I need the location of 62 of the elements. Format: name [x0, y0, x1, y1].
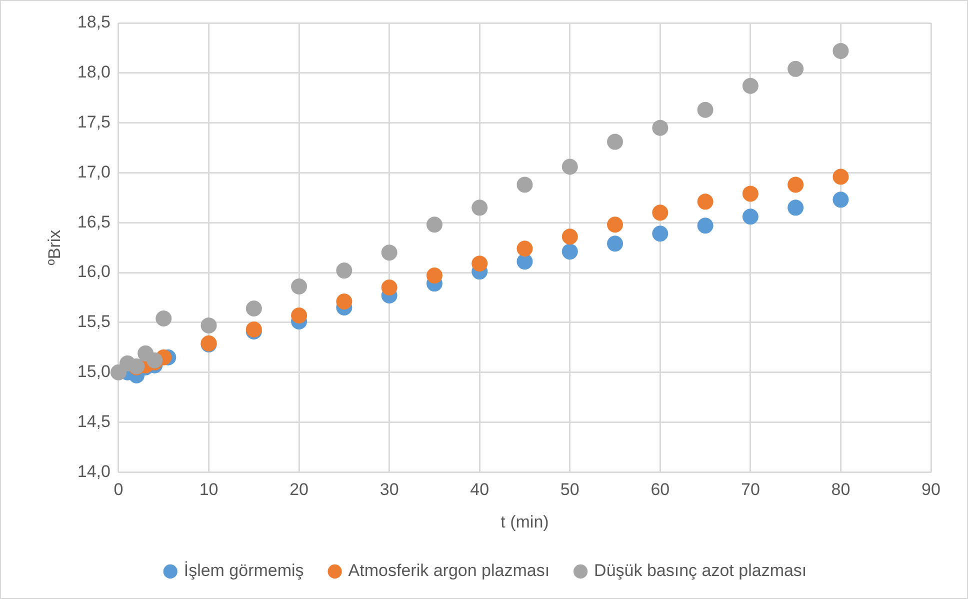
- y-tick-label: 18,0: [77, 62, 110, 82]
- x-tick-label: 40: [470, 480, 490, 500]
- legend-label: Düşük basınç azot plazması: [594, 561, 807, 580]
- point: [381, 244, 398, 261]
- y-tick-label: 16,0: [77, 262, 110, 282]
- y-tick-label: 15,5: [77, 312, 110, 332]
- point: [788, 200, 804, 216]
- point: [832, 42, 849, 59]
- y-tick-label: 17,5: [77, 112, 110, 132]
- x-tick-label: 90: [922, 480, 940, 500]
- point: [156, 310, 172, 326]
- x-tick-label: 30: [380, 480, 399, 500]
- point: [562, 244, 578, 260]
- point: [291, 278, 308, 295]
- y-tick-label: 17,0: [77, 162, 110, 182]
- point: [426, 268, 442, 284]
- x-axis-title: t (min): [500, 512, 549, 532]
- point: [742, 208, 758, 225]
- x-tick-label: 60: [650, 480, 670, 500]
- legend-label: İşlem görmemiş: [184, 561, 304, 580]
- point: [742, 186, 758, 202]
- point: [652, 120, 668, 136]
- point: [832, 192, 849, 208]
- y-tick-label: 15,0: [77, 362, 110, 382]
- point: [697, 102, 714, 118]
- point: [607, 236, 624, 252]
- legend-label: Atmosferik argon plazması: [348, 561, 550, 580]
- point: [516, 240, 533, 257]
- y-tick-label: 16,5: [77, 212, 110, 232]
- x-tick-label: 50: [560, 480, 580, 500]
- point: [652, 226, 668, 242]
- point: [607, 216, 624, 233]
- y-tick-label: 14,5: [77, 412, 110, 431]
- x-tick-label: 0: [114, 480, 124, 500]
- point: [472, 200, 488, 216]
- x-tick-label: 80: [831, 480, 850, 500]
- point: [697, 194, 714, 210]
- x-tick-label: 20: [290, 480, 309, 500]
- point: [426, 216, 442, 233]
- point: [336, 262, 352, 279]
- point: [832, 168, 849, 185]
- point: [607, 134, 624, 150]
- x-tick-label: 10: [199, 480, 218, 500]
- point: [697, 218, 714, 234]
- point: [336, 294, 352, 310]
- y-tick-label: 14,0: [77, 462, 110, 481]
- point: [246, 300, 262, 316]
- point: [562, 158, 578, 175]
- y-axis-title: ºBrix: [44, 229, 64, 266]
- point: [788, 176, 804, 193]
- point: [516, 254, 533, 270]
- point: [742, 78, 758, 94]
- point: [291, 307, 308, 324]
- point: [788, 60, 804, 77]
- point: [381, 280, 398, 296]
- x-tick-label: 70: [740, 480, 760, 500]
- point: [562, 228, 578, 245]
- point: [200, 317, 217, 334]
- y-tick-label: 18,5: [77, 12, 110, 32]
- point: [472, 256, 488, 272]
- point: [652, 204, 668, 221]
- point: [516, 176, 533, 193]
